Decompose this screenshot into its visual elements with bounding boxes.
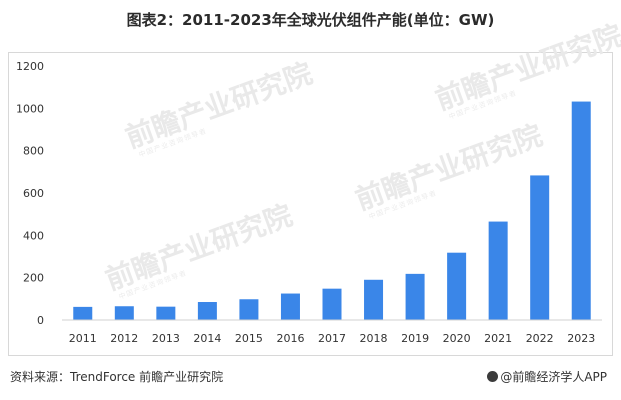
x-tick-label: 2011 [69, 332, 97, 345]
bar-2021 [488, 221, 508, 320]
chart-frame [8, 52, 613, 356]
source-note: 资料来源：TrendForce 前瞻产业研究院 [10, 370, 224, 384]
bar-2011 [73, 306, 93, 320]
bar-2022 [530, 175, 550, 320]
x-tick-label: 2014 [193, 332, 221, 345]
brand-label: @前瞻经济学人APP [500, 370, 607, 384]
y-tick-label: 1000 [16, 102, 44, 115]
y-tick-label: 400 [23, 229, 44, 242]
x-tick-label: 2012 [110, 332, 138, 345]
watermark-text: 前瞻产业研究院 [431, 19, 621, 117]
bar-2012 [114, 306, 134, 320]
x-tick-label: 2019 [401, 332, 429, 345]
y-tick-label: 800 [23, 145, 44, 158]
y-tick-label: 0 [37, 314, 44, 327]
watermark-text: 前瞻产业研究院 [351, 119, 546, 217]
x-axis-tick-labels: 2011 2012 2013 2014 2015 2016 2017 2018 2019 2020… [69, 332, 595, 345]
bar-2017 [322, 288, 342, 320]
x-tick-label: 2015 [235, 332, 263, 345]
brand-credit: @前瞻经济学人APP [487, 368, 607, 385]
bar-2018 [364, 279, 384, 320]
bar-2013 [156, 306, 176, 320]
bar-2020 [447, 252, 467, 320]
x-tick-label: 2022 [526, 332, 554, 345]
watermark-text: 前瞻产业研究院 [121, 57, 316, 155]
y-tick-label: 200 [23, 272, 44, 285]
bar-2014 [197, 302, 217, 320]
x-tick-label: 2013 [152, 332, 180, 345]
chart-title: 图表2：2011-2023年全球光伏组件产能(单位：GW) [126, 11, 495, 29]
bar-2019 [405, 273, 425, 320]
x-tick-label: 2020 [443, 332, 471, 345]
bar-series [73, 101, 591, 320]
x-tick-label: 2018 [360, 332, 388, 345]
y-axis-tick-labels: 0 200 400 600 800 1000 1200 [16, 60, 44, 327]
bar-2016 [280, 293, 300, 320]
watermark-text: 前瞻产业研究院 [101, 199, 296, 297]
brand-logo-icon [487, 371, 499, 382]
y-tick-label: 600 [23, 187, 44, 200]
x-tick-label: 2023 [567, 332, 595, 345]
x-tick-label: 2016 [276, 332, 304, 345]
y-tick-label: 1200 [16, 60, 44, 73]
x-tick-label: 2021 [484, 332, 512, 345]
bar-2023 [571, 101, 591, 320]
x-tick-label: 2017 [318, 332, 346, 345]
bar-2015 [239, 299, 259, 320]
